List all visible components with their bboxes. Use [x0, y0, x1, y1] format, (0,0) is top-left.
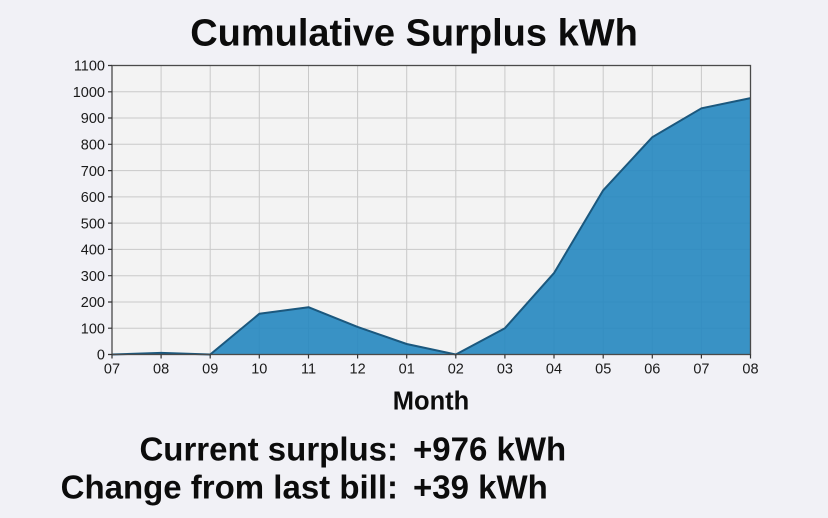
svg-text:09: 09 [202, 362, 218, 378]
svg-text:Cumulative Surplus kWh: Cumulative Surplus kWh [190, 13, 638, 55]
svg-text:10: 10 [251, 362, 267, 378]
svg-text:1100: 1100 [74, 59, 105, 75]
svg-text:Change from last bill:: Change from last bill: [61, 469, 398, 506]
svg-text:300: 300 [81, 269, 105, 285]
svg-text:08: 08 [153, 362, 169, 378]
svg-text:03: 03 [497, 362, 513, 378]
svg-text:06: 06 [644, 362, 660, 378]
svg-text:07: 07 [693, 362, 709, 378]
svg-text:Month: Month [393, 388, 469, 416]
svg-text:700: 700 [81, 164, 105, 180]
svg-text:+976 kWh: +976 kWh [413, 431, 566, 468]
svg-text:08: 08 [742, 362, 758, 378]
svg-text:11: 11 [301, 362, 316, 378]
svg-text:12: 12 [350, 362, 366, 378]
svg-text:Current surplus:: Current surplus: [139, 431, 398, 468]
svg-text:0: 0 [97, 348, 105, 364]
svg-text:400: 400 [81, 243, 105, 259]
svg-text:200: 200 [81, 295, 105, 311]
svg-text:600: 600 [81, 190, 105, 206]
svg-text:+39 kWh: +39 kWh [413, 469, 548, 506]
svg-text:04: 04 [546, 362, 562, 378]
svg-text:800: 800 [81, 138, 105, 154]
svg-text:100: 100 [81, 321, 105, 337]
svg-text:05: 05 [595, 362, 611, 378]
svg-text:1000: 1000 [73, 85, 105, 101]
svg-text:900: 900 [81, 111, 105, 127]
svg-text:01: 01 [399, 362, 415, 378]
svg-text:07: 07 [104, 362, 120, 378]
svg-text:02: 02 [448, 362, 464, 378]
svg-text:500: 500 [81, 216, 105, 232]
